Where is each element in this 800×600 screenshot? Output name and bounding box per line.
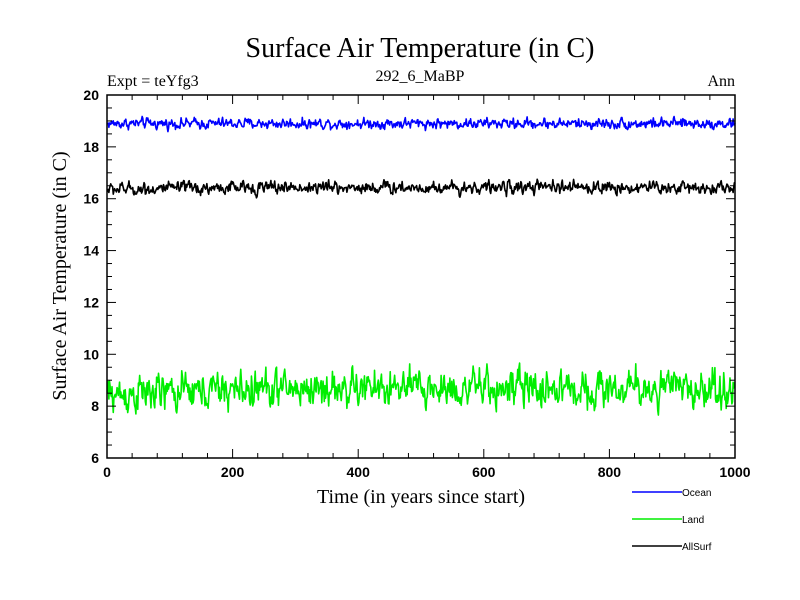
y-tick-label: 16 — [83, 191, 99, 207]
x-tick-label: 0 — [103, 464, 111, 480]
axis-ticks: 0 200 400 600 800 1000 6 8 10 12 14 16 18 20 — [83, 87, 750, 480]
y-tick-label: 8 — [91, 398, 99, 414]
x-tick-label: 600 — [472, 464, 496, 480]
series-line-ocean — [107, 115, 736, 133]
plot-frame — [106, 94, 736, 459]
x-tick-label: 200 — [221, 464, 245, 480]
series-layer — [106, 115, 736, 416]
experiment-label: Expt = teYfg3 — [107, 73, 199, 90]
series-line-land — [106, 362, 736, 416]
legend-label-allsurf: AllSurf — [682, 542, 712, 553]
y-tick-label: 14 — [83, 243, 99, 259]
y-axis-label: Surface Air Temperature (in C) — [49, 151, 71, 400]
x-tick-label: 800 — [598, 464, 622, 480]
legend-label-land: Land — [682, 515, 704, 526]
legend: Ocean Land AllSurf — [632, 488, 712, 553]
y-tick-label: 18 — [83, 139, 99, 155]
x-tick-label: 1000 — [719, 464, 750, 480]
x-tick-label: 400 — [347, 464, 371, 480]
run-label: 292_6_MaBP — [376, 68, 465, 85]
chart-title: Surface Air Temperature (in C) — [246, 33, 595, 64]
y-tick-label: 10 — [83, 346, 99, 362]
y-tick-label: 12 — [83, 294, 99, 310]
season-label: Ann — [707, 73, 735, 90]
legend-label-ocean: Ocean — [682, 488, 711, 499]
y-tick-label: 6 — [91, 450, 99, 466]
x-axis-label: Time (in years since start) — [317, 486, 525, 508]
y-tick-label: 20 — [83, 87, 99, 103]
series-line-allsurf — [106, 178, 736, 199]
